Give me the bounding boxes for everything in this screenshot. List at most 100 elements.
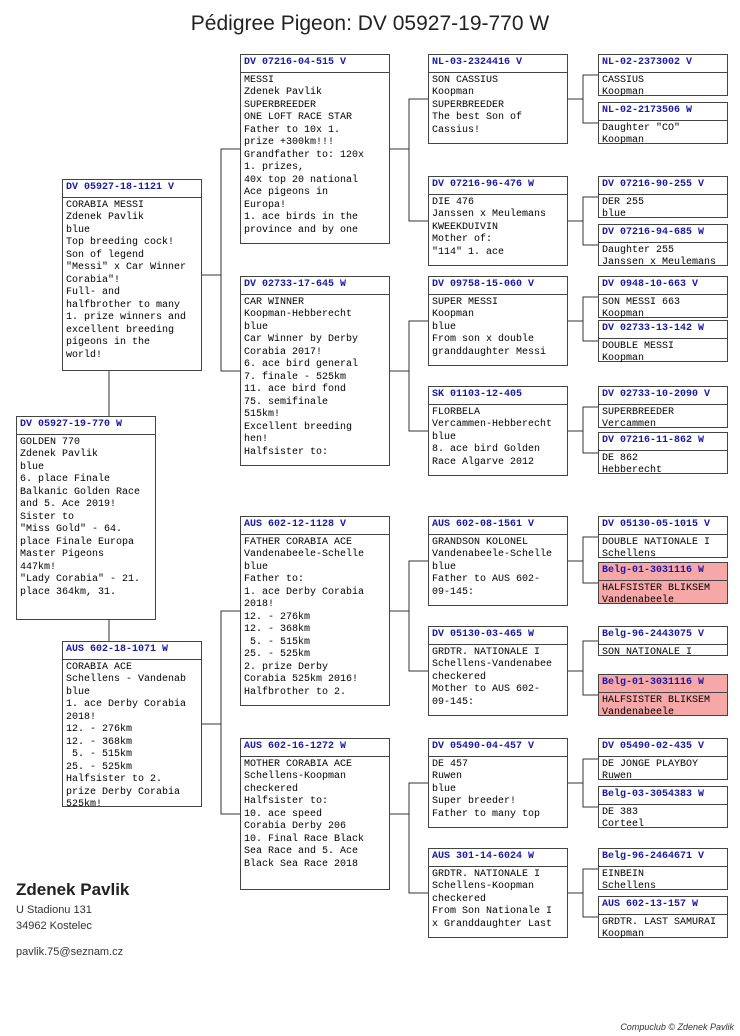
pedigree-text: CORABIA MESSI Zdenek Pavlik blue Top bre…: [66, 200, 198, 363]
pedigree-text: DER 255 blue: [602, 197, 724, 222]
pedigree-box-mfm: DV 05130-03-465 W GRDTR. NATIONALE I Sche…: [428, 626, 568, 716]
pedigree-text: SON MESSI 663 Koopman: [602, 297, 724, 322]
ring-number: NL-02-2173506 W: [599, 103, 727, 121]
pedigree-text: CASSIUS Koopman: [602, 75, 724, 100]
pedigree-box-mff: AUS 602-08-1561 V GRANDSON KOLONEL Vanden…: [428, 516, 568, 606]
page-title: Pédigree Pigeon: DV 05927-19-770 W: [0, 0, 740, 44]
pedigree-text: DE 862 Hebberecht: [602, 453, 724, 478]
footer-credit: Compuclub © Zdenek Pavlik: [620, 1022, 734, 1032]
ring-number: DV 0948-10-663 V: [599, 277, 727, 295]
pedigree-box-g415: Belg-96-2464671 VEINBEIN Schellens: [598, 848, 728, 890]
pedigree-text: DE 457 Ruwen blue Super breeder! Father …: [432, 759, 564, 822]
pedigree-text: DE 383 Corteel: [602, 807, 724, 832]
breeder-email: pavlik.75@seznam.cz: [16, 932, 129, 958]
pedigree-text: GRANDSON KOLONEL Vandenabeele-Schelle bl…: [432, 537, 564, 600]
ring-number: Belg-01-3031116 W: [599, 563, 727, 581]
pedigree-box-g414: Belg-03-3054383 WDE 383 Corteel: [598, 786, 728, 828]
pedigree-text: DOUBLE MESSI Koopman: [602, 341, 724, 366]
ring-number: DV 05130-03-465 W: [429, 627, 567, 645]
pedigree-text: SUPER MESSI Koopman blue From son x doub…: [432, 297, 564, 360]
ring-number: AUS 602-18-1071 W: [63, 642, 201, 660]
pedigree-text: HALFSISTER BLIKSEM Vandenabeele: [602, 583, 724, 608]
ring-number: DV 02733-13-142 W: [599, 321, 727, 339]
pedigree-text: SON NATIONALE I: [602, 647, 724, 660]
pedigree-box-ffm: DV 07216-96-476 W DIE 476 Janssen x Meule…: [428, 176, 568, 266]
pedigree-text: GOLDEN 770 Zdenek Pavlik blue 6. place F…: [20, 437, 152, 600]
pedigree-box-g47: DV 02733-10-2090 VSUPERBREEDER Vercammen: [598, 386, 728, 428]
ring-number: SK 01103-12-405: [429, 387, 567, 405]
ring-number: DV 07216-11-862 W: [599, 433, 727, 451]
pedigree-box-f: DV 05927-18-1121 V CORABIA MESSI Zdenek P…: [62, 179, 202, 371]
pedigree-box-g413: DV 05490-02-435 VDE JONGE PLAYBOY Ruwen: [598, 738, 728, 780]
pedigree-box-g412: Belg-01-3031116 WHALFSISTER BLIKSEM Vand…: [598, 674, 728, 716]
breeder-name: Zdenek Pavlik: [16, 880, 129, 900]
pedigree-text: GRDTR. NATIONALE I Schellens-Koopman che…: [432, 869, 564, 932]
ring-number: DV 07216-90-255 V: [599, 177, 727, 195]
pedigree-box-g45: DV 0948-10-663 VSON MESSI 663 Koopman: [598, 276, 728, 318]
ring-number: DV 02733-17-645 W: [241, 277, 389, 295]
ring-number: DV 05927-18-1121 V: [63, 180, 201, 198]
ring-number: DV 07216-94-685 W: [599, 225, 727, 243]
pedigree-box-g41: NL-02-2373002 VCASSIUS Koopman: [598, 54, 728, 96]
ring-number: NL-03-2324416 V: [429, 55, 567, 73]
ring-number: DV 05490-04-457 V: [429, 739, 567, 757]
ring-number: AUS 602-08-1561 V: [429, 517, 567, 535]
pedigree-text: CAR WINNER Koopman-Hebberecht blue Car W…: [244, 297, 386, 460]
ring-number: AUS 301-14-6024 W: [429, 849, 567, 867]
ring-number: DV 07216-96-476 W: [429, 177, 567, 195]
pedigree-box-mf: AUS 602-12-1128 V FATHER CORABIA ACE Vand…: [240, 516, 390, 706]
pedigree-text: MESSI Zdenek Pavlik SUPERBREEDER ONE LOF…: [244, 75, 386, 238]
pedigree-box-g411: Belg-96-2443075 VSON NATIONALE I: [598, 626, 728, 656]
ring-number: DV 05490-02-435 V: [599, 739, 727, 757]
pedigree-box-mm: AUS 602-16-1272 W MOTHER CORABIA ACE Sche…: [240, 738, 390, 890]
pedigree-text: DE JONGE PLAYBOY Ruwen: [602, 759, 724, 784]
ring-number: DV 05927-19-770 W: [17, 417, 155, 435]
pedigree-box-g48: DV 07216-11-862 WDE 862 Hebberecht: [598, 432, 728, 474]
ring-number: Belg-96-2443075 V: [599, 627, 727, 645]
ring-number: Belg-03-3054383 W: [599, 787, 727, 805]
pedigree-text: GRDTR. NATIONALE I Schellens-Vandenabee …: [432, 647, 564, 710]
pedigree-box-fmf: DV 09758-15-060 V SUPER MESSI Koopman blu…: [428, 276, 568, 366]
pedigree-box-mmf: DV 05490-04-457 V DE 457 Ruwen blue Super…: [428, 738, 568, 828]
pedigree-box-ff: DV 07216-04-515 V MESSI Zdenek Pavlik SUP…: [240, 54, 390, 244]
pedigree-text: DOUBLE NATIONALE I Schellens: [602, 537, 724, 562]
pedigree-box-g42: NL-02-2173506 WDaughter "CO" Koopman: [598, 102, 728, 144]
pedigree-text: FLORBELA Vercammen-Hebberecht blue 8. ac…: [432, 407, 564, 470]
pedigree-text: Daughter "CO" Koopman: [602, 123, 724, 148]
pedigree-box-mmm: AUS 301-14-6024 W GRDTR. NATIONALE I Sche…: [428, 848, 568, 938]
pedigree-text: SUPERBREEDER Vercammen: [602, 407, 724, 432]
ring-number: DV 05130-05-1015 V: [599, 517, 727, 535]
ring-number: DV 02733-10-2090 V: [599, 387, 727, 405]
breeder-addr2: 34962 Kostelec: [16, 916, 129, 932]
ring-number: Belg-01-3031116 W: [599, 675, 727, 693]
ring-number: AUS 602-16-1272 W: [241, 739, 389, 757]
pedigree-box-g43: DV 07216-90-255 VDER 255 blue: [598, 176, 728, 218]
pedigree-box-g410: Belg-01-3031116 WHALFSISTER BLIKSEM Vand…: [598, 562, 728, 604]
ring-number: DV 09758-15-060 V: [429, 277, 567, 295]
pedigree-text: DIE 476 Janssen x Meulemans KWEEKDUIVIN …: [432, 197, 564, 260]
ring-number: DV 07216-04-515 V: [241, 55, 389, 73]
pedigree-box-fm: DV 02733-17-645 W CAR WINNER Koopman-Hebb…: [240, 276, 390, 466]
pedigree-box-g44: DV 07216-94-685 WDaughter 255 Janssen x …: [598, 224, 728, 266]
ring-number: AUS 602-12-1128 V: [241, 517, 389, 535]
ring-number: Belg-96-2464671 V: [599, 849, 727, 867]
pedigree-text: FATHER CORABIA ACE Vandenabeele-Schelle …: [244, 537, 386, 700]
pedigree-text: EINBEIN Schellens: [602, 869, 724, 894]
breeder-block: Zdenek Pavlik U Stadionu 131 34962 Koste…: [16, 880, 129, 958]
pedigree-box-m: AUS 602-18-1071 WCORABIA ACE Schellens -…: [62, 641, 202, 807]
pedigree-text: MOTHER CORABIA ACE Schellens-Koopman che…: [244, 759, 386, 872]
breeder-addr1: U Stadionu 131: [16, 900, 129, 916]
pedigree-box-g49: DV 05130-05-1015 VDOUBLE NATIONALE I Sch…: [598, 516, 728, 558]
pedigree-box-g416: AUS 602-13-157 WGRDTR. LAST SAMURAI Koop…: [598, 896, 728, 938]
pedigree-text: HALFSISTER BLIKSEM Vandenabeele: [602, 695, 724, 720]
pedigree-text: CORABIA ACE Schellens - Vandenab blue 1.…: [66, 662, 198, 812]
pedigree-text: GRDTR. LAST SAMURAI Koopman: [602, 917, 724, 942]
pedigree-box-fff: NL-03-2324416 V SON CASSIUS Koopman SUPER…: [428, 54, 568, 144]
pedigree-box-fmm: SK 01103-12-405 FLORBELA Vercammen-Hebber…: [428, 386, 568, 476]
pedigree-text: Daughter 255 Janssen x Meulemans: [602, 245, 724, 270]
pedigree-box-g46: DV 02733-13-142 WDOUBLE MESSI Koopman: [598, 320, 728, 362]
ring-number: NL-02-2373002 V: [599, 55, 727, 73]
pedigree-text: SON CASSIUS Koopman SUPERBREEDER The bes…: [432, 75, 564, 138]
pedigree-box-g0: DV 05927-19-770 W GOLDEN 770 Zdenek Pavli…: [16, 416, 156, 620]
ring-number: AUS 602-13-157 W: [599, 897, 727, 915]
